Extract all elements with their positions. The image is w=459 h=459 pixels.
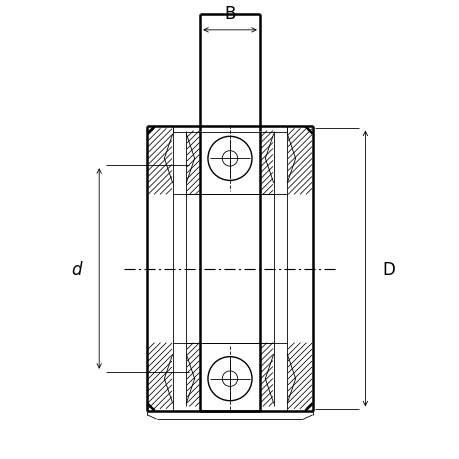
- Text: D: D: [381, 260, 394, 278]
- Text: B: B: [224, 5, 235, 23]
- Text: d: d: [71, 260, 81, 278]
